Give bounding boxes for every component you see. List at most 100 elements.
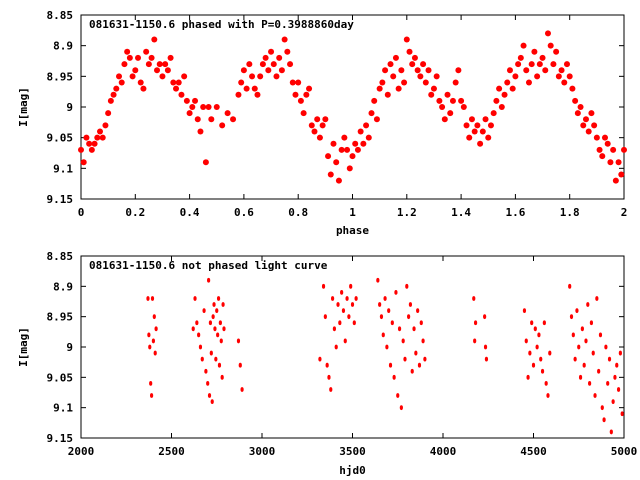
data-point: [428, 91, 435, 98]
data-point: [116, 73, 123, 80]
data-point: [105, 110, 112, 117]
data-point: [110, 91, 117, 98]
data-point: [578, 374, 583, 380]
data-point: [588, 381, 592, 386]
x-axis-label: phase: [336, 224, 369, 237]
data-point: [544, 381, 548, 386]
y-tick-label: 8.85: [47, 9, 74, 22]
data-point: [569, 85, 576, 92]
data-point: [414, 350, 418, 356]
data-point: [308, 122, 315, 129]
data-point: [616, 387, 621, 392]
x-tick-label: 0: [78, 206, 85, 219]
data-point: [212, 302, 216, 307]
data-point: [536, 61, 543, 68]
data-point: [524, 338, 528, 344]
data-point: [341, 308, 346, 313]
data-point: [235, 91, 242, 98]
data-point: [568, 283, 572, 289]
data-point: [588, 110, 595, 117]
data-point: [238, 362, 242, 368]
data-point: [417, 362, 422, 368]
x-axis-label: hjd0: [339, 464, 366, 477]
data-point: [423, 356, 427, 362]
data-point: [506, 67, 513, 74]
data-point: [606, 381, 610, 386]
data-point: [327, 374, 331, 380]
data-point: [159, 73, 166, 80]
data-point: [78, 146, 84, 153]
data-point: [132, 67, 139, 74]
data-point: [349, 283, 353, 289]
x-tick-label: 2000: [68, 445, 95, 458]
data-point: [447, 110, 454, 117]
data-point: [512, 73, 519, 80]
data-point: [599, 153, 606, 160]
x-tick-label: 2500: [158, 445, 185, 458]
data-point: [265, 67, 272, 74]
data-point: [421, 338, 425, 344]
data-point: [387, 308, 391, 313]
data-point: [593, 134, 600, 141]
data-point: [540, 368, 545, 374]
data-point: [206, 381, 210, 386]
data-point: [354, 146, 361, 153]
data-point: [346, 165, 353, 172]
data-point: [598, 332, 603, 338]
data-point: [403, 356, 407, 362]
data-point: [441, 116, 448, 123]
data-point: [183, 97, 190, 104]
data-point: [249, 73, 256, 80]
data-point: [254, 91, 261, 98]
data-point: [585, 128, 592, 135]
data-point: [395, 85, 402, 92]
data-point: [246, 61, 253, 68]
data-point: [496, 85, 503, 92]
data-point: [412, 326, 416, 332]
data-point: [240, 387, 244, 392]
data-point: [547, 42, 554, 49]
data-point: [520, 42, 527, 49]
data-point: [170, 79, 177, 86]
data-point: [335, 177, 342, 184]
data-point: [601, 134, 608, 141]
data-point: [219, 122, 226, 129]
data-point: [580, 122, 587, 129]
data-point: [287, 61, 294, 68]
data-point: [602, 417, 606, 423]
data-point: [143, 48, 150, 55]
phased-light-curve-panel: 0 0.2 0.4 0.6 0.8 1 1.2 1.4 1.6 1.8 2 8.85 8.9 8.95 9 9…: [17, 9, 627, 237]
data-point: [419, 320, 423, 326]
data-point: [385, 344, 389, 350]
data-point: [202, 159, 209, 166]
data-point: [416, 308, 420, 313]
data-point: [373, 116, 380, 123]
data-point: [387, 61, 394, 68]
data-point: [148, 344, 152, 350]
data-point: [208, 116, 215, 123]
data-point: [99, 134, 106, 141]
data-point: [455, 67, 462, 74]
data-point: [582, 116, 589, 123]
data-point: [341, 134, 348, 141]
data-point: [392, 374, 396, 380]
data-point: [522, 308, 527, 313]
x-tick-label: 1.2: [397, 206, 417, 219]
data-point: [240, 67, 247, 74]
data-point: [582, 362, 586, 368]
data-point: [596, 146, 603, 153]
y-tick-label: 8.95: [47, 70, 74, 83]
data-point: [580, 326, 584, 332]
data-point: [354, 296, 358, 301]
data-point: [97, 128, 104, 135]
data-point: [175, 79, 182, 86]
data-point: [273, 73, 280, 80]
data-point: [550, 61, 557, 68]
x-tick-label: 1: [349, 206, 356, 219]
data-point: [191, 326, 195, 332]
data-point: [306, 85, 313, 92]
data-point: [145, 61, 152, 68]
x-tick-label: 5000: [611, 445, 638, 458]
data-point: [379, 79, 386, 86]
data-point: [217, 362, 222, 368]
